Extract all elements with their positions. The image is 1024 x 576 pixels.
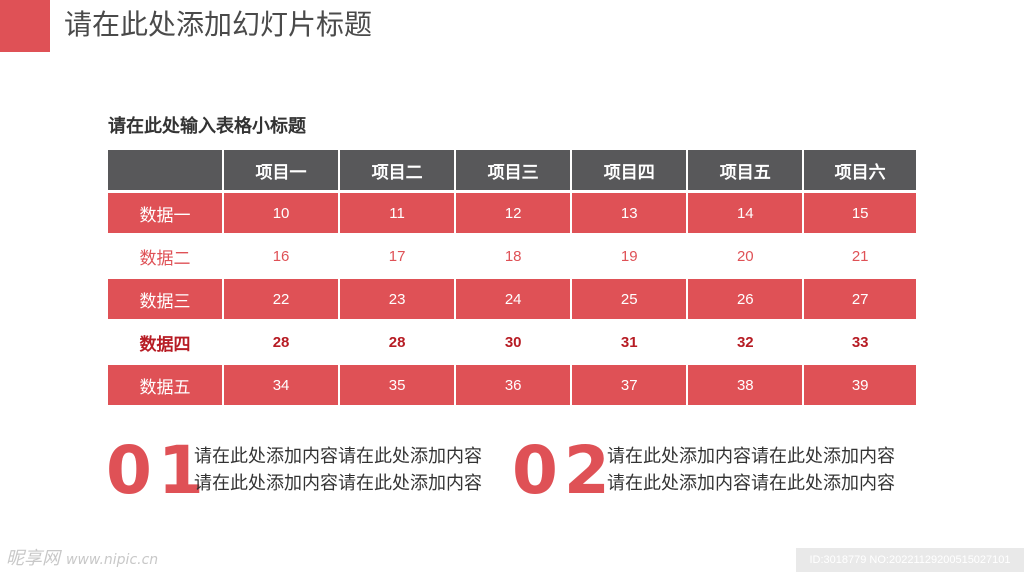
- table-cell: 19: [572, 233, 689, 276]
- table-cell: 27: [804, 276, 916, 319]
- slide-title: 请在此处添加幻灯片标题: [64, 8, 373, 41]
- table-cell: 13: [572, 190, 689, 233]
- table-cell: 28: [224, 319, 341, 362]
- table-cell: 39: [804, 362, 916, 405]
- column-header: 项目三: [456, 150, 573, 190]
- table-cell: 30: [456, 319, 573, 362]
- table-cell: 15: [804, 190, 916, 233]
- data-table: 项目一 项目二 项目三 项目四 项目五 项目六 数据一 10 11 12 13 …: [108, 150, 916, 405]
- table-cell: 18: [456, 233, 573, 276]
- table-row: 数据三 22 23 24 25 26 27: [108, 276, 916, 319]
- table-header-row: 项目一 项目二 项目三 项目四 项目五 项目六: [108, 150, 916, 190]
- table-row: 数据五 34 35 36 37 38 39: [108, 362, 916, 405]
- table-corner-cell: [108, 150, 224, 190]
- table-cell: 23: [340, 276, 457, 319]
- table-cell: 37: [572, 362, 689, 405]
- point-text-line: 请在此处添加内容请在此处添加内容: [607, 473, 895, 494]
- row-header: 数据一: [108, 190, 224, 233]
- point-text-line: 请在此处添加内容请在此处添加内容: [194, 446, 482, 467]
- row-header: 数据四: [108, 319, 224, 362]
- point-text-line: 请在此处添加内容请在此处添加内容: [194, 473, 482, 494]
- table-cell: 28: [340, 319, 457, 362]
- row-header: 数据二: [108, 233, 224, 276]
- table-cell: 24: [456, 276, 573, 319]
- point-text-line: 请在此处添加内容请在此处添加内容: [607, 446, 895, 467]
- watermark-brand: 昵享网: [6, 548, 60, 569]
- table-cell: 14: [688, 190, 805, 233]
- table-cell: 11: [340, 190, 457, 233]
- column-header: 项目二: [340, 150, 457, 190]
- table-cell: 33: [804, 319, 916, 362]
- column-header: 项目一: [224, 150, 341, 190]
- table-cell: 26: [688, 276, 805, 319]
- table-cell: 31: [572, 319, 689, 362]
- table-row: 数据四 28 28 30 31 32 33: [108, 319, 916, 362]
- table-row: 数据一 10 11 12 13 14 15: [108, 190, 916, 233]
- table-cell: 21: [804, 233, 916, 276]
- table-cell: 22: [224, 276, 341, 319]
- image-id-bar: ID:3018779 NO:20221129200515027101: [796, 548, 1024, 572]
- table-cell: 36: [456, 362, 573, 405]
- watermark-url: www.nipic.cn: [66, 552, 159, 568]
- table-row: 数据二 16 17 18 19 20 21: [108, 233, 916, 276]
- table-cell: 35: [340, 362, 457, 405]
- table-cell: 25: [572, 276, 689, 319]
- table-cell: 10: [224, 190, 341, 233]
- table-subtitle: 请在此处输入表格小标题: [108, 116, 306, 137]
- watermark: 昵享网 www.nipic.cn: [6, 544, 158, 570]
- point-text-01: 请在此处添加内容请在此处添加内容 请在此处添加内容请在此处添加内容: [194, 443, 482, 497]
- table-cell: 12: [456, 190, 573, 233]
- table-cell: 38: [688, 362, 805, 405]
- column-header: 项目六: [804, 150, 916, 190]
- corner-accent-block: [0, 0, 50, 52]
- table-cell: 34: [224, 362, 341, 405]
- point-number-01: 01: [106, 432, 210, 509]
- point-text-02: 请在此处添加内容请在此处添加内容 请在此处添加内容请在此处添加内容: [607, 443, 895, 497]
- table-cell: 17: [340, 233, 457, 276]
- table-cell: 16: [224, 233, 341, 276]
- table-cell: 32: [688, 319, 805, 362]
- row-header: 数据五: [108, 362, 224, 405]
- row-header: 数据三: [108, 276, 224, 319]
- column-header: 项目五: [688, 150, 805, 190]
- column-header: 项目四: [572, 150, 689, 190]
- point-number-02: 02: [512, 432, 616, 509]
- table-cell: 20: [688, 233, 805, 276]
